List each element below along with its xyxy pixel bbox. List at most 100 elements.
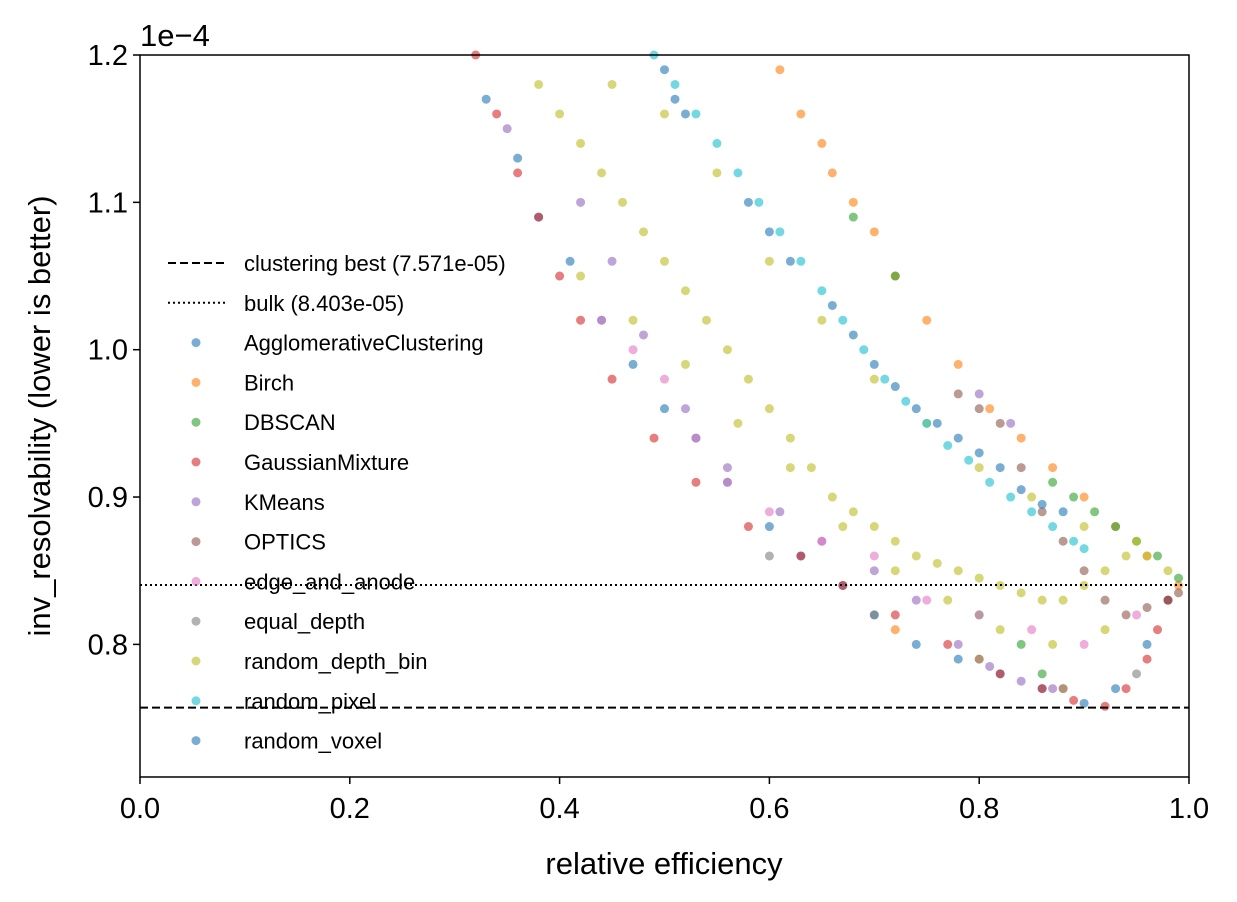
point-random-voxel [995,463,1005,473]
point-random-depth-bin [722,345,732,355]
point-edge-and-anode [660,374,669,384]
point-kmeans [1048,684,1058,694]
point-random-voxel [932,418,942,428]
point-edge-and-anode [628,345,638,355]
point-birch [775,65,785,75]
point-dbscan [1037,669,1047,679]
point-random-depth-bin [827,492,837,502]
legend-marker [191,736,201,746]
point-kmeans [1016,676,1026,686]
point-random-depth-bin [890,566,900,576]
point-gaussianmixture [576,315,586,325]
point-birch [817,138,827,148]
point-agglomerativeclustering [953,654,963,664]
point-birch [953,359,963,369]
legend-entry: clustering best (7.571e-05) [168,251,506,276]
point-random-depth-bin [995,625,1005,635]
point-kmeans [953,639,963,649]
series-birch [775,65,1184,694]
point-birch [796,109,806,119]
point-birch [827,168,837,178]
point-random-depth-bin [680,359,690,369]
point-random-depth-bin [618,197,628,207]
point-birch [890,625,900,635]
point-random-depth-bin [974,463,984,473]
series-edge-and-anode [597,315,1142,649]
point-random-depth-bin [848,507,858,517]
point-gaussianmixture [513,168,523,178]
point-random-pixel [880,374,890,384]
point-optics [974,404,984,414]
legend-entry: OPTICS [191,530,326,555]
x-tick-label: 1.0 [1169,793,1209,825]
point-random-pixel [775,227,785,237]
point-random-depth-bin [660,256,669,266]
point-random-pixel [754,197,764,207]
point-random-depth-bin [806,463,816,473]
point-gaussianmixture [1100,701,1110,711]
point-random-depth-bin [628,315,638,325]
legend-label: edge_and_anode [244,569,415,594]
point-random-voxel [1037,499,1047,509]
legend-entry: AgglomerativeClustering [191,331,484,356]
legend-entry: GaussianMixture [191,450,409,475]
legend-label: Birch [244,370,294,395]
point-random-voxel [953,433,963,443]
point-birch [1048,463,1058,473]
point-gaussianmixture [890,610,900,620]
point-equal-depth [764,551,774,561]
x-tick-label: 0.2 [330,793,370,825]
point-random-depth-bin [639,227,649,237]
point-optics [1100,595,1110,605]
plot-frame [139,54,1190,778]
point-random-depth-bin [785,433,795,443]
point-gaussianmixture [1142,654,1152,664]
point-gaussianmixture [607,374,617,384]
point-random-depth-bin [764,404,774,414]
point-optics [1058,536,1068,546]
point-random-voxel [974,448,984,458]
point-gaussianmixture [743,522,753,532]
point-random-depth-bin [932,558,942,568]
y-tick-label: 1.2 [88,40,128,72]
point-random-depth-bin [838,522,848,532]
point-random-pixel [838,315,848,325]
point-random-depth-bin [911,551,921,561]
series-random-pixel [649,50,1089,554]
point-random-pixel [922,418,932,428]
reference-lines [140,584,1189,709]
point-random-pixel [712,138,722,148]
point-random-depth-bin [1163,566,1173,576]
point-dbscan [1174,573,1184,583]
point-edge-and-anode [722,477,732,487]
point-random-voxel [660,65,669,75]
x-axis-ticks: 0.0 0.2 0.4 0.6 0.8 1.0 [120,777,1209,825]
point-random-voxel [764,227,774,237]
series-kmeans [502,124,1058,694]
point-dbscan [1111,522,1121,532]
point-random-voxel [869,359,879,369]
point-optics [953,389,963,399]
point-agglomerativeclustering [1111,684,1121,694]
series-random-depth-bin [534,79,1173,649]
point-random-pixel [985,477,995,487]
point-kmeans [502,124,512,134]
point-random-depth-bin [785,463,795,473]
point-agglomerativeclustering [1079,698,1089,708]
point-gaussianmixture [492,109,502,119]
point-gaussianmixture [1069,695,1079,705]
x-axis-label: relative efficiency [545,846,783,881]
legend-marker [191,537,201,547]
legend-label: random_depth_bin [244,649,427,674]
point-random-pixel [859,345,869,355]
point-random-depth-bin [1027,492,1037,502]
point-random-depth-bin [869,374,879,384]
point-gaussianmixture [1121,684,1131,694]
legend-label: equal_depth [244,609,365,634]
point-edge-and-anode [922,595,932,605]
point-random-depth-bin [869,522,879,532]
point-kmeans [869,566,879,576]
legend-marker [191,377,201,387]
